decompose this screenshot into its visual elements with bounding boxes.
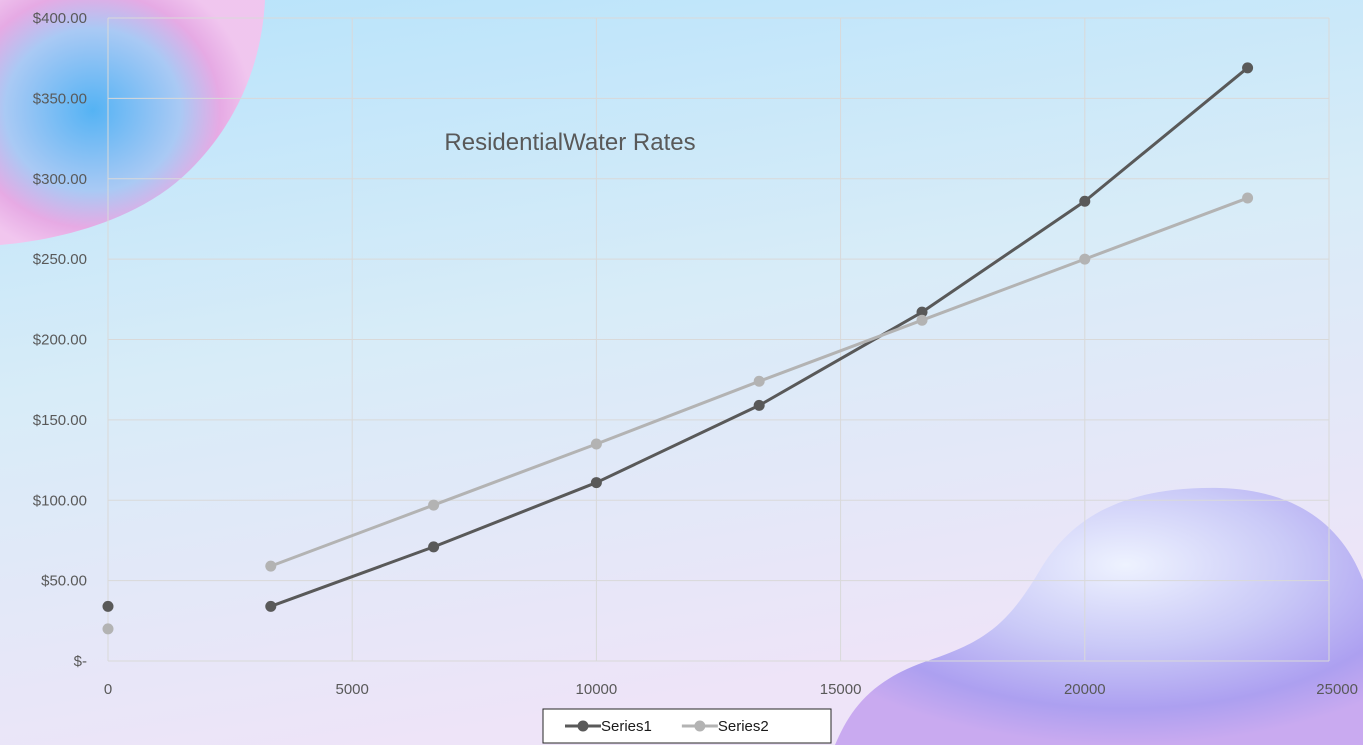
data-point — [590, 438, 602, 450]
data-point — [753, 399, 765, 411]
data-point — [753, 375, 765, 387]
data-point — [916, 314, 928, 326]
decorative-blob-bottom-right — [835, 487, 1363, 745]
x-tick-label: 25000 — [1316, 681, 1358, 698]
legend-item-series2: Series2 — [681, 718, 769, 735]
legend-marker — [694, 720, 706, 732]
x-tick-label: 5000 — [336, 681, 369, 698]
y-tick-label: $100.00 — [33, 492, 87, 509]
data-point — [1242, 192, 1254, 204]
gridlines — [107, 17, 1330, 662]
data-point — [102, 600, 114, 612]
y-tick-label: $300.00 — [33, 171, 87, 188]
x-tick-label: 15000 — [820, 681, 862, 698]
data-point — [916, 306, 928, 318]
y-tick-label: $350.00 — [33, 90, 87, 107]
x-tick-label: 0 — [104, 681, 112, 698]
legend-item-series1: Series1 — [565, 718, 652, 735]
data-point — [265, 560, 277, 572]
y-tick-label: $400.00 — [33, 10, 87, 27]
x-tick-label: 10000 — [576, 681, 618, 698]
data-point — [428, 499, 440, 511]
y-tick-label: $50.00 — [41, 573, 87, 590]
y-tick-label: $200.00 — [33, 332, 87, 349]
data-point — [1079, 195, 1091, 207]
data-point — [1242, 62, 1254, 74]
series-group — [102, 62, 1254, 635]
data-point — [102, 623, 114, 635]
data-point — [1079, 253, 1091, 265]
data-point — [265, 600, 277, 612]
legend: Series1 Series2 — [542, 708, 832, 744]
y-tick-label: $150.00 — [33, 412, 87, 429]
data-point — [590, 477, 602, 489]
legend-label: Series2 — [718, 718, 769, 735]
y-tick-label: $250.00 — [33, 251, 87, 268]
data-point — [428, 541, 440, 553]
y-tick-label: $- — [74, 653, 87, 670]
axis-tick-labels: $- $50.00 $100.00 $150.00 $200.00 $250.00 $300… — [33, 10, 1358, 698]
chart-title: ResidentialWater Rates — [444, 129, 695, 156]
legend-label: Series1 — [601, 718, 652, 735]
decorative-blob-top-left — [0, 0, 265, 245]
series-2 — [102, 192, 1254, 635]
legend-marker — [577, 720, 589, 732]
series-1 — [102, 62, 1254, 612]
x-tick-label: 20000 — [1064, 681, 1106, 698]
